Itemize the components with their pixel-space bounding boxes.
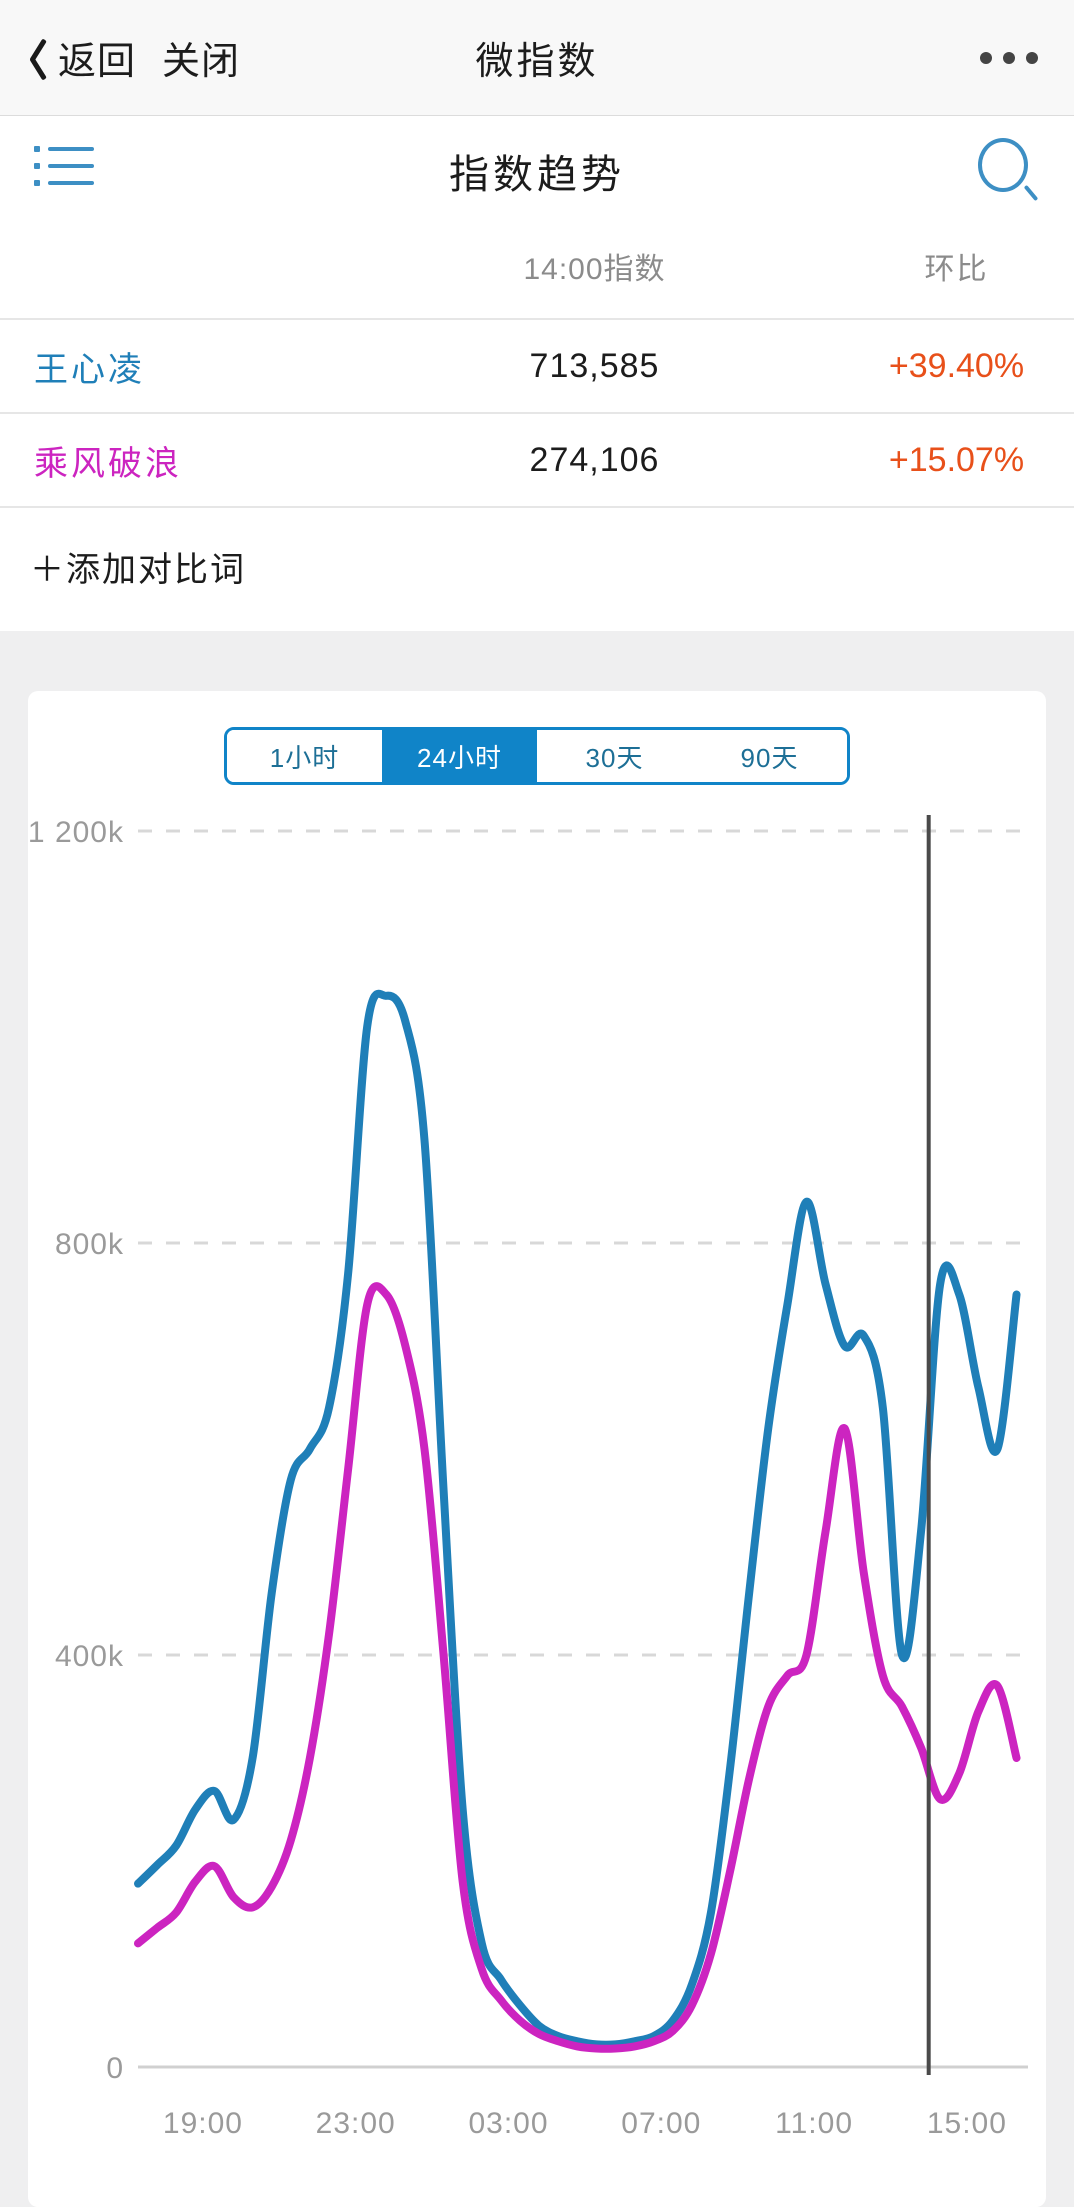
chart-svg: 0 400k 800k 1 200k 19:00 23:00 03:00 07:00 11:00… (28, 815, 1028, 2140)
back-chevron-icon[interactable] (22, 36, 48, 80)
keyword-change: +39.40% (888, 346, 1025, 385)
add-compare-keyword-button[interactable]: ＋添加对比词 (0, 506, 1074, 595)
x-axis-tick-label: 19:00 (163, 2107, 243, 2140)
keyword-name[interactable]: 王心凌 (34, 350, 145, 389)
list-icon-dot (34, 146, 40, 152)
search-icon[interactable] (978, 138, 1040, 202)
x-axis-tick-label: 23:00 (316, 2107, 396, 2140)
range-tab-90d[interactable]: 90天 (692, 730, 847, 782)
x-axis-tick-label: 03:00 (468, 2107, 548, 2140)
search-icon-handle (1023, 184, 1039, 202)
list-icon[interactable] (34, 146, 102, 198)
section-title: 指数趋势 (449, 153, 625, 197)
table-row[interactable]: 乘风破浪 274,106 +15.07% (0, 412, 1074, 506)
series-line-magenta (134, 1282, 1021, 2053)
list-icon-row (34, 146, 102, 152)
table-row[interactable]: 王心凌 713,585 +39.40% (0, 318, 1074, 412)
keyword-value: 274,106 (529, 440, 660, 479)
index-trend-card: 指数趋势 14:00指数 环比 王心凌 713,585 +39.40% 乘风破浪… (0, 116, 1074, 631)
search-icon-ring (978, 138, 1028, 192)
y-axis-tick-label: 0 (106, 2052, 124, 2085)
trend-chart-card: 1小时 24小时 30天 90天 0 400k 800k 1 200k 19:00 23:… (28, 691, 1046, 2207)
y-axis-tick-label: 1 200k (28, 816, 124, 849)
trend-line-chart: 0 400k 800k 1 200k 19:00 23:00 03:00 07:00 11:00… (28, 809, 1046, 2207)
column-header-change: 环比 (924, 253, 989, 286)
column-header-value: 14:00指数 (523, 253, 666, 286)
ellipsis-dot (1026, 51, 1038, 64)
list-icon-dot (34, 163, 40, 169)
y-axis-tick-label: 800k (55, 1228, 124, 1261)
x-axis-tick-label: 11:00 (775, 2107, 853, 2140)
index-trend-header: 指数趋势 (0, 116, 1074, 226)
x-axis-tick-label: 15:00 (927, 2107, 1007, 2140)
ellipsis-dot (1003, 51, 1015, 64)
list-icon-dot (34, 180, 40, 186)
back-button[interactable]: 返回 (58, 41, 137, 83)
table-column-header: 14:00指数 环比 (0, 226, 1074, 318)
keyword-change: +15.07% (888, 440, 1025, 479)
x-axis-tick-label: 07:00 (621, 2107, 701, 2140)
y-axis-tick-label: 400k (55, 1640, 124, 1673)
range-tab-24h[interactable]: 24小时 (382, 730, 537, 782)
keyword-value: 713,585 (529, 346, 660, 385)
list-icon-bar (48, 164, 94, 168)
list-icon-row (34, 180, 102, 186)
ellipsis-icon[interactable] (980, 51, 1038, 64)
section-divider (0, 631, 1074, 667)
time-range-segmented-control[interactable]: 1小时 24小时 30天 90天 (224, 727, 850, 785)
list-icon-row (34, 163, 102, 169)
list-icon-bar (48, 147, 94, 151)
keyword-name[interactable]: 乘风破浪 (34, 444, 182, 483)
range-tab-30d[interactable]: 30天 (537, 730, 692, 782)
ellipsis-dot (980, 51, 992, 64)
close-button[interactable]: 关闭 (162, 41, 241, 83)
navbar: 返回 关闭 微指数 (0, 0, 1074, 116)
list-icon-bar (48, 181, 94, 185)
range-tab-1h[interactable]: 1小时 (227, 730, 382, 782)
nav-left-group: 返回 关闭 (22, 30, 240, 85)
series-line-blue (134, 989, 1021, 2049)
